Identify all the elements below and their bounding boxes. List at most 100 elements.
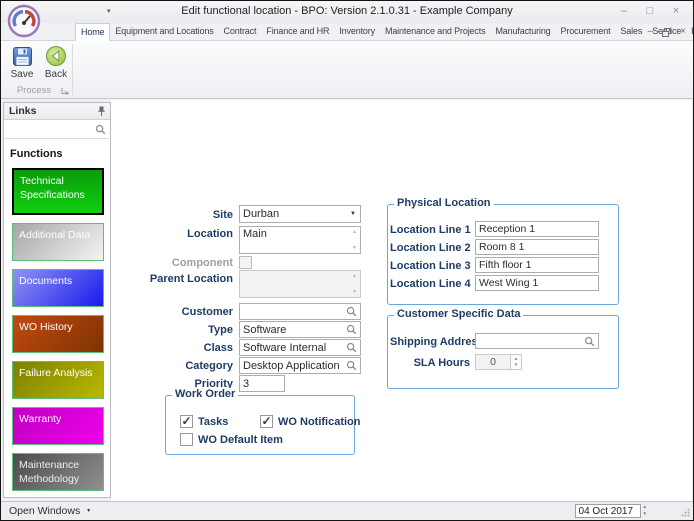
mdi-child-controls: – × [648, 24, 686, 40]
site-input[interactable] [240, 208, 351, 220]
location-textbox[interactable]: Main ▲ ▼ [239, 226, 361, 254]
window-controls: – □ × [611, 3, 689, 20]
location-line-3-input[interactable] [476, 259, 598, 271]
tab-manufacturing[interactable]: Manufacturing [495, 26, 551, 36]
spinner-down-icon[interactable]: ▼ [513, 362, 519, 367]
location-line-4-field[interactable] [475, 275, 599, 291]
parent-location-label: Parent Location [149, 273, 233, 285]
maximize-button[interactable]: □ [646, 5, 654, 17]
wo-default-item-checkbox[interactable]: ✓ [180, 433, 193, 446]
function-button-maintenance-methodology[interactable]: Maintenance Methodology [12, 453, 104, 491]
tab-reporting[interactable]: Reporting [686, 23, 693, 41]
dialog-launcher-icon[interactable] [61, 87, 69, 95]
shipping-address-lookup-field[interactable] [475, 333, 599, 349]
scroll-down-icon[interactable]: ▼ [352, 245, 357, 251]
function-button-failure-analysis[interactable]: Failure Analysis [12, 361, 104, 399]
date-spinner-down-icon[interactable]: ▼ [642, 511, 647, 516]
location-line-2-input[interactable] [476, 241, 598, 253]
child-restore-icon[interactable] [662, 27, 672, 37]
tasks-checkbox[interactable]: ✓ [180, 415, 193, 428]
customer-lookup-field[interactable] [239, 303, 361, 320]
search-icon[interactable] [346, 324, 357, 335]
resize-grip-icon[interactable] [681, 508, 690, 517]
tab-finance-and-hr[interactable]: Finance and HR [266, 26, 330, 36]
type-label: Type [208, 324, 233, 336]
function-button-label: Technical Specifications [20, 175, 85, 201]
location-line-2-label: Location Line 2 [390, 242, 471, 254]
wo-notification-checkbox-label: WO Notification [278, 416, 361, 428]
tab-home[interactable]: Home [75, 23, 111, 41]
tab-inventory[interactable]: Inventory [339, 26, 375, 36]
category-label: Category [185, 360, 233, 372]
links-panel-title: Links [9, 105, 37, 117]
search-icon[interactable] [95, 124, 106, 135]
search-icon[interactable] [346, 360, 357, 371]
location-line-4-input[interactable] [476, 277, 598, 289]
ribbon-tab-row: Home Equipment and Locations Contract Fi… [1, 23, 693, 41]
location-line-4-label: Location Line 4 [390, 278, 471, 290]
site-dropdown[interactable]: ▼ [239, 205, 361, 223]
function-button-additional-data[interactable]: Additional Data [12, 223, 104, 261]
function-button-technical-specifications[interactable]: Technical Specifications [12, 168, 104, 215]
back-button[interactable]: Back [40, 44, 72, 80]
location-line-1-field[interactable] [475, 221, 599, 237]
sla-hours-spinner: 0 ▲ ▼ [475, 354, 522, 370]
child-minimize-icon[interactable]: – [647, 26, 654, 37]
date-spinner-up-icon[interactable]: ▲ [642, 504, 647, 510]
type-lookup-field[interactable] [239, 321, 361, 338]
customer-input[interactable] [240, 305, 346, 318]
sla-hours-label: SLA Hours [413, 357, 470, 369]
type-input[interactable] [240, 323, 346, 336]
tab-sales[interactable]: Sales [620, 26, 643, 36]
function-button-label: Documents [19, 275, 73, 287]
component-checkbox: ✓ [239, 256, 252, 269]
category-input[interactable] [240, 359, 346, 372]
search-icon[interactable] [346, 342, 357, 353]
function-button-warranty[interactable]: Warranty [12, 407, 104, 445]
function-button-wo-history[interactable]: WO History [12, 315, 104, 353]
scroll-up-icon[interactable]: ▲ [352, 229, 357, 235]
spinner-up-icon[interactable]: ▲ [513, 355, 519, 361]
customer-label: Customer [181, 306, 233, 318]
ribbon-group-separator [72, 44, 73, 95]
location-line-2-field[interactable] [475, 239, 599, 255]
tab-maintenance-and-projects[interactable]: Maintenance and Projects [384, 26, 486, 36]
child-close-icon[interactable]: × [680, 26, 686, 37]
checkmark-icon: ✓ [261, 414, 272, 428]
class-lookup-field[interactable] [239, 339, 361, 356]
wo-default-item-checkbox-label: WO Default Item [198, 434, 283, 446]
open-windows-button[interactable]: Open Windows ▾ [9, 505, 90, 517]
auto-hide-pin-icon[interactable] [97, 106, 106, 117]
function-button-label: Additional Data [19, 229, 91, 241]
function-button-label: Maintenance Methodology [19, 459, 80, 485]
close-button[interactable]: × [672, 5, 680, 17]
location-line-3-field[interactable] [475, 257, 599, 273]
tab-contract[interactable]: Contract [223, 26, 257, 36]
wo-notification-checkbox[interactable]: ✓ [260, 415, 273, 428]
search-icon[interactable] [346, 306, 357, 317]
location-line-1-input[interactable] [476, 223, 598, 235]
tab-procurement[interactable]: Procurement [560, 26, 611, 36]
dropdown-arrow-icon[interactable]: ▼ [350, 211, 356, 217]
priority-field[interactable] [239, 375, 285, 392]
function-button-documents[interactable]: Documents [12, 269, 104, 307]
links-search-input[interactable] [5, 121, 109, 138]
class-input[interactable] [240, 341, 346, 354]
parent-location-textbox: ▲ ▼ [239, 270, 361, 298]
work-order-group: Work Order ✓ Tasks ✓ WO Notification ✓ W… [165, 388, 361, 455]
date-field: ▲ ▼ [574, 504, 647, 518]
category-lookup-field[interactable] [239, 357, 361, 374]
app-logo-icon[interactable] [7, 4, 41, 38]
shipping-address-input[interactable] [476, 335, 584, 347]
quick-access-dropdown-icon[interactable]: ▾ [107, 8, 111, 15]
date-input[interactable] [574, 504, 641, 518]
component-label: Component [171, 257, 233, 269]
titlebar: Edit functional location - BPO: Version … [1, 1, 693, 23]
search-icon[interactable] [584, 336, 595, 347]
priority-input[interactable] [240, 377, 284, 390]
save-button[interactable]: Save [6, 44, 38, 80]
tab-equipment-and-locations[interactable]: Equipment and Locations [115, 26, 214, 36]
minimize-button[interactable]: – [620, 5, 628, 17]
shipping-address-label: Shipping Address [390, 336, 484, 348]
